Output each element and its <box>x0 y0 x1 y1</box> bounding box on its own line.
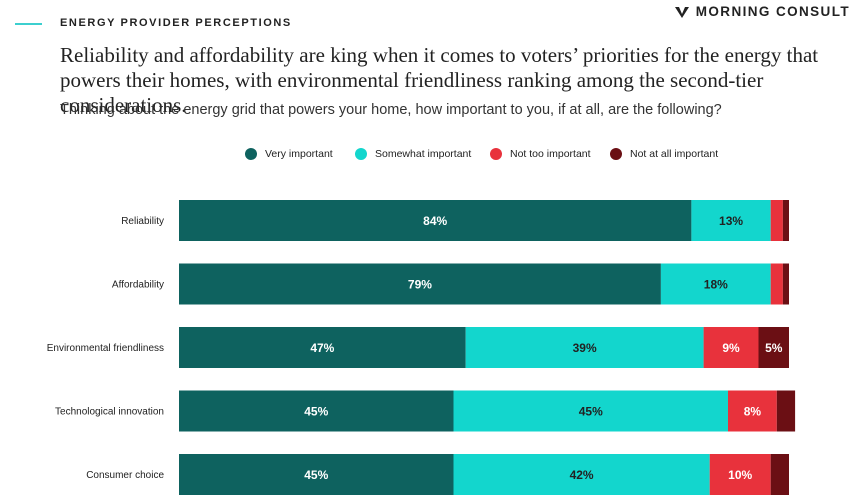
data-label: 79% <box>408 278 432 292</box>
category-label: Affordability <box>112 280 164 291</box>
bar-segment-very-important <box>179 263 661 305</box>
data-label: 18% <box>704 278 728 292</box>
bar-segment-very-important <box>179 454 454 495</box>
bar-segment-not-at-all-important <box>776 390 796 432</box>
data-label: 42% <box>570 468 594 482</box>
bar-segment-not-too-important <box>770 200 783 241</box>
bar-segment-very-important <box>179 327 466 368</box>
legend-label: Not too important <box>510 148 591 160</box>
data-label: 45% <box>304 405 328 419</box>
legend-item-not-too-important: Not too important <box>490 148 610 160</box>
bar-segment-somewhat-important <box>660 263 771 305</box>
data-label: 45% <box>579 405 603 419</box>
data-label: 47% <box>310 341 334 355</box>
section-kicker: ENERGY PROVIDER PERCEPTIONS <box>60 17 292 29</box>
header-accent-line <box>15 23 42 25</box>
bar-segment-not-too-important <box>770 263 783 305</box>
data-label: 9% <box>722 341 740 355</box>
data-label: 8% <box>744 405 762 419</box>
bar-segment-very-important <box>179 390 454 432</box>
bar-segment-very-important <box>179 200 692 241</box>
chart-headline: Reliability and affordability are king w… <box>60 43 819 117</box>
data-label: 10% <box>728 468 752 482</box>
category-label: Consumer choice <box>86 470 164 481</box>
legend-label: Not at all important <box>630 148 719 160</box>
category-label: Reliability <box>121 216 164 227</box>
legend-swatch <box>245 148 257 160</box>
data-label: 13% <box>719 214 743 228</box>
bar-segment-somewhat-important <box>465 327 704 368</box>
legend-item-very-important: Very important <box>245 148 355 160</box>
legend-swatch <box>610 148 622 160</box>
bar-segment-not-at-all-important <box>770 454 789 495</box>
brand: MORNING CONSULT <box>674 4 850 19</box>
legend-label: Somewhat important <box>375 148 472 160</box>
survey-question: Thinking about the energy grid that powe… <box>60 102 722 118</box>
bar-segment-not-at-all-important <box>782 263 789 305</box>
bar-segment-not-too-important <box>703 327 759 368</box>
data-label: 84% <box>423 214 447 228</box>
bar-segment-not-too-important <box>709 454 771 495</box>
legend-item-somewhat-important: Somewhat important <box>355 148 490 160</box>
stacked-bar-chart: Reliability 84% 13% Affordability 79% 18% Envi… <box>47 200 796 495</box>
brand-name: MORNING CONSULT <box>695 4 850 19</box>
data-label: 45% <box>304 468 328 482</box>
legend: Very important Somewhat important Not too … <box>245 148 720 160</box>
legend-swatch <box>490 148 502 160</box>
category-label: Environmental friendliness <box>47 343 164 354</box>
bar-segment-not-too-important <box>728 390 777 432</box>
data-label: 5% <box>765 341 783 355</box>
legend-item-not-at-all-important: Not at all important <box>610 148 720 160</box>
data-label: 39% <box>573 341 597 355</box>
legend-swatch <box>355 148 367 160</box>
legend-label: Very important <box>265 148 333 160</box>
bar-segment-somewhat-important <box>453 390 728 432</box>
bar-segment-somewhat-important <box>691 200 771 241</box>
bar-segment-not-at-all-important <box>758 327 789 368</box>
bar-segment-somewhat-important <box>453 454 710 495</box>
morning-consult-logo-icon <box>674 6 689 18</box>
category-label: Technological innovation <box>55 407 164 418</box>
bar-segment-not-at-all-important <box>782 200 789 241</box>
